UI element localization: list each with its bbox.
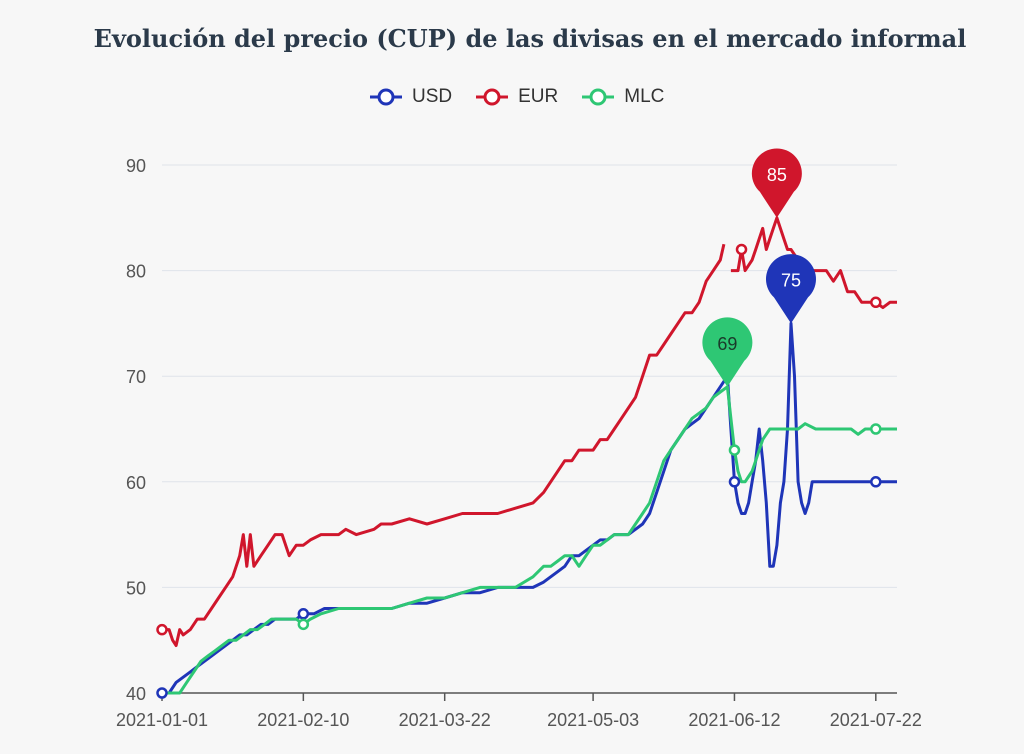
y-tick-label: 50 [126, 578, 146, 598]
legend-item-usd[interactable]: USD [368, 86, 452, 108]
x-axis: 2021-01-01 2021-02-10 2021-03-22 2021-05-03… [116, 692, 922, 730]
pin-label: 75 [781, 270, 801, 290]
y-tick-label: 90 [126, 156, 146, 176]
data-marker-eur[interactable] [870, 296, 882, 309]
legend-item-mlc[interactable]: MLC [580, 86, 664, 108]
legend-mlc-circle [589, 88, 607, 106]
pin-label: 69 [717, 334, 737, 354]
legend-usd-label: USD [412, 86, 453, 107]
pin-mlc[interactable]: 69 [702, 317, 753, 387]
series-line-eur[interactable] [162, 243, 726, 647]
value-pins: 85 75 69 [702, 148, 816, 387]
data-marker-mlc[interactable] [728, 444, 741, 456]
series-markers [156, 243, 882, 699]
y-tick-label: 40 [126, 684, 146, 704]
data-marker-usd[interactable] [728, 476, 741, 488]
x-tick-label: 2021-03-22 [399, 710, 491, 730]
pin-label: 85 [767, 165, 787, 185]
x-tick-label: 2021-07-22 [830, 710, 922, 730]
pin-shape [702, 317, 753, 387]
pin-usd[interactable]: 75 [765, 254, 816, 324]
legend: USD EUR MLC [368, 86, 664, 108]
pin-eur[interactable]: 85 [751, 148, 802, 218]
pin-shape [751, 148, 802, 218]
legend-eur-circle [483, 88, 501, 106]
legend-usd-circle [377, 88, 395, 106]
x-tick-label: 2021-02-10 [257, 710, 349, 730]
y-tick-label: 60 [126, 473, 146, 493]
series-lines [162, 216, 897, 695]
legend-mlc-label: MLC [624, 86, 665, 107]
x-tick-label: 2021-05-03 [547, 710, 639, 730]
data-marker-usd[interactable] [870, 476, 882, 488]
y-tick-label: 70 [126, 367, 146, 387]
x-tick-label: 2021-01-01 [116, 710, 208, 730]
x-tick-label: 2021-06-12 [688, 710, 780, 730]
y-tick-label: 80 [126, 262, 146, 282]
chart-title: Evolución del precio (CUP) de las divisa… [93, 24, 967, 53]
data-marker-usd[interactable] [297, 608, 310, 620]
pin-shape [765, 254, 816, 324]
grid [162, 164, 897, 588]
data-marker-eur[interactable] [156, 623, 168, 636]
series-line-eur-b[interactable] [730, 216, 897, 310]
data-marker-eur[interactable] [735, 243, 748, 256]
series-line-usd[interactable] [162, 321, 897, 695]
legend-usd-symbol [370, 88, 402, 106]
y-axis: 40 50 60 70 80 90 [126, 156, 146, 704]
legend-item-eur[interactable]: EUR [474, 86, 558, 108]
legend-eur-symbol [476, 88, 509, 106]
data-marker-mlc[interactable] [297, 618, 310, 631]
legend-eur-label: EUR [518, 86, 559, 107]
data-marker-mlc[interactable] [870, 423, 882, 435]
series-line-mlc[interactable] [162, 385, 897, 695]
data-marker-usd[interactable] [156, 687, 168, 699]
legend-mlc-symbol [582, 88, 615, 106]
